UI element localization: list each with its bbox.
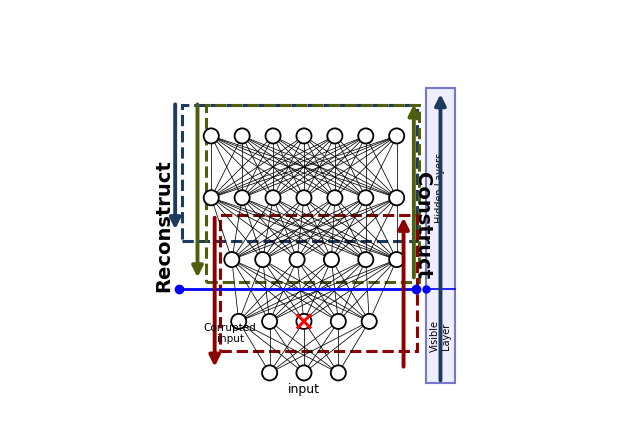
- Bar: [426, 88, 455, 383]
- Circle shape: [327, 128, 342, 144]
- Circle shape: [358, 190, 373, 205]
- Circle shape: [324, 252, 339, 267]
- Circle shape: [296, 190, 312, 205]
- FancyArrowPatch shape: [436, 99, 445, 380]
- FancyArrowPatch shape: [410, 109, 419, 277]
- Text: input: input: [288, 383, 320, 396]
- FancyArrowPatch shape: [210, 218, 219, 362]
- Circle shape: [358, 128, 373, 144]
- FancyArrowPatch shape: [193, 104, 202, 273]
- Circle shape: [262, 365, 277, 380]
- Circle shape: [235, 128, 250, 144]
- Circle shape: [296, 314, 312, 329]
- Bar: [182, 105, 417, 241]
- Circle shape: [266, 128, 280, 144]
- Circle shape: [235, 190, 250, 205]
- Circle shape: [266, 190, 280, 205]
- Circle shape: [389, 190, 404, 205]
- Text: Construct: Construct: [413, 172, 432, 279]
- FancyArrowPatch shape: [171, 104, 180, 225]
- Text: Corrupted
input: Corrupted input: [204, 322, 257, 344]
- Circle shape: [224, 252, 239, 267]
- Circle shape: [331, 365, 346, 380]
- Circle shape: [296, 365, 312, 380]
- Circle shape: [358, 252, 373, 267]
- Circle shape: [389, 252, 404, 267]
- Circle shape: [331, 314, 346, 329]
- Text: Visible
Layer: Visible Layer: [429, 320, 451, 352]
- Circle shape: [231, 314, 246, 329]
- Bar: [206, 105, 419, 282]
- Circle shape: [204, 190, 219, 205]
- FancyArrowPatch shape: [399, 222, 408, 367]
- Text: Reconstruct: Reconstruct: [154, 159, 173, 292]
- Circle shape: [296, 128, 312, 144]
- Circle shape: [362, 314, 377, 329]
- Bar: [220, 215, 417, 351]
- Circle shape: [389, 128, 404, 144]
- Circle shape: [289, 252, 305, 267]
- Circle shape: [255, 252, 270, 267]
- Text: Hidden Layers: Hidden Layers: [435, 153, 445, 223]
- Circle shape: [327, 190, 342, 205]
- Circle shape: [204, 128, 219, 144]
- Circle shape: [262, 314, 277, 329]
